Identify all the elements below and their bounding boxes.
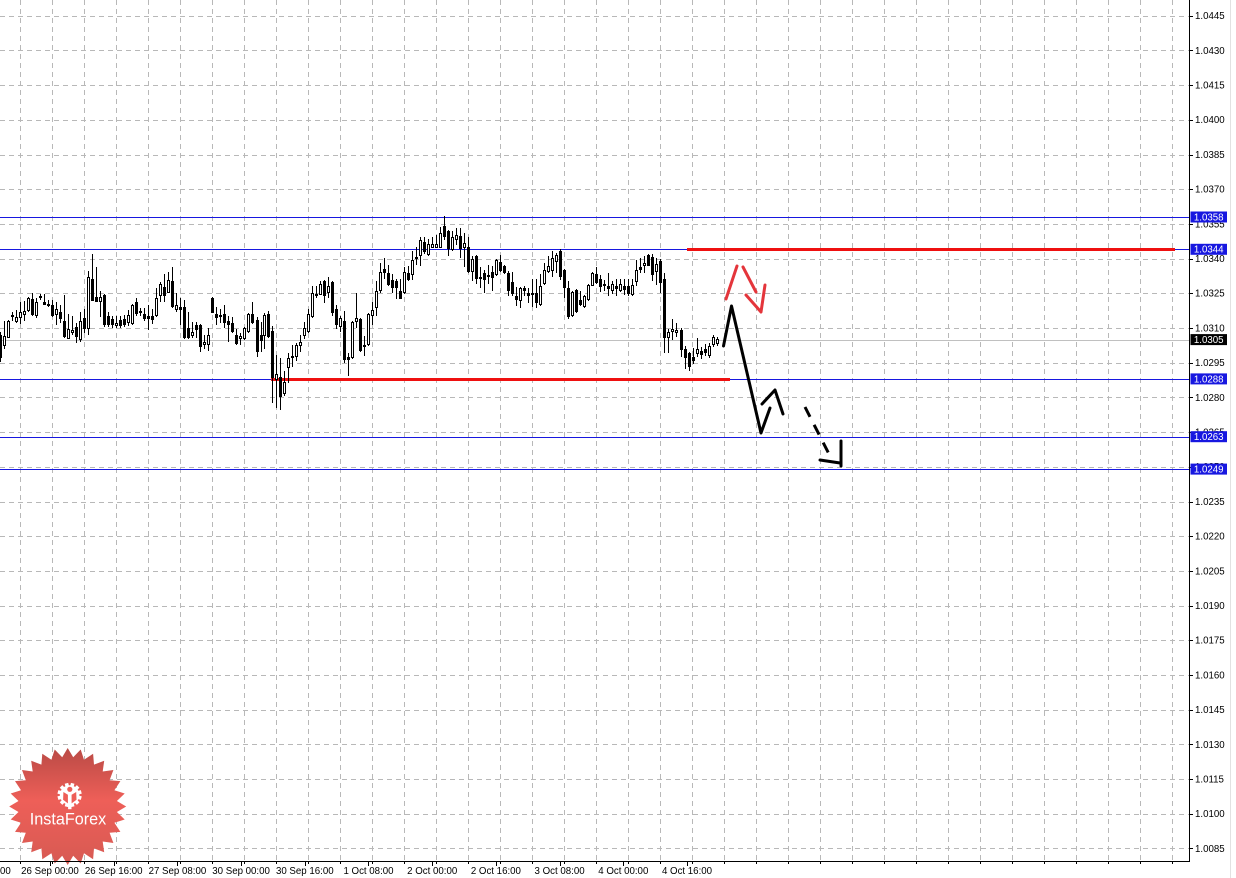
svg-text:2 Oct 16:00: 2 Oct 16:00 <box>471 866 522 877</box>
svg-text:1.0280: 1.0280 <box>1195 393 1225 404</box>
svg-text:1.0205: 1.0205 <box>1195 566 1225 577</box>
svg-text:1.0310: 1.0310 <box>1195 323 1225 334</box>
svg-text:1.0340: 1.0340 <box>1195 254 1225 265</box>
svg-text:1.0370: 1.0370 <box>1195 185 1225 196</box>
svg-text:1.0325: 1.0325 <box>1195 289 1225 300</box>
svg-text:1.0160: 1.0160 <box>1195 670 1225 681</box>
svg-text:1.0085: 1.0085 <box>1195 844 1225 855</box>
svg-text:1.0263: 1.0263 <box>1194 432 1224 443</box>
svg-text:2 Oct 00:00: 2 Oct 00:00 <box>407 866 458 877</box>
svg-text:3 Oct 08:00: 3 Oct 08:00 <box>535 866 586 877</box>
svg-text:1.0145: 1.0145 <box>1195 705 1225 716</box>
svg-text:30 Sep 00:00: 30 Sep 00:00 <box>212 866 270 877</box>
svg-text:30 Sep 16:00: 30 Sep 16:00 <box>276 866 334 877</box>
svg-text:1.0430: 1.0430 <box>1195 46 1225 57</box>
svg-text:00: 00 <box>0 866 11 877</box>
svg-text:1.0445: 1.0445 <box>1195 11 1225 22</box>
svg-text:1.0344: 1.0344 <box>1194 245 1224 256</box>
svg-text:27 Sep 08:00: 27 Sep 08:00 <box>149 866 207 877</box>
svg-text:1.0305: 1.0305 <box>1194 335 1224 346</box>
svg-text:4 Oct 00:00: 4 Oct 00:00 <box>598 866 649 877</box>
svg-text:InstaForex: InstaForex <box>30 811 106 829</box>
svg-text:1.0400: 1.0400 <box>1195 115 1225 126</box>
svg-text:1.0249: 1.0249 <box>1194 465 1224 476</box>
svg-text:4 Oct 16:00: 4 Oct 16:00 <box>662 866 713 877</box>
svg-text:1.0115: 1.0115 <box>1195 775 1224 786</box>
svg-text:1.0100: 1.0100 <box>1195 809 1225 820</box>
svg-text:26 Sep 16:00: 26 Sep 16:00 <box>85 866 143 877</box>
svg-text:1.0190: 1.0190 <box>1195 601 1225 612</box>
svg-text:1.0415: 1.0415 <box>1195 81 1225 92</box>
svg-text:1.0355: 1.0355 <box>1195 219 1225 230</box>
svg-text:1.0130: 1.0130 <box>1195 740 1225 751</box>
svg-text:26 Sep 00:00: 26 Sep 00:00 <box>21 866 79 877</box>
svg-text:1.0358: 1.0358 <box>1194 212 1224 223</box>
svg-text:1.0175: 1.0175 <box>1195 636 1225 647</box>
svg-text:1.0235: 1.0235 <box>1195 497 1225 508</box>
svg-text:1.0385: 1.0385 <box>1195 150 1225 161</box>
svg-text:1.0295: 1.0295 <box>1195 358 1225 369</box>
svg-text:1.0288: 1.0288 <box>1194 374 1224 385</box>
svg-text:1.0220: 1.0220 <box>1195 532 1225 543</box>
svg-text:1 Oct 08:00: 1 Oct 08:00 <box>343 866 394 877</box>
